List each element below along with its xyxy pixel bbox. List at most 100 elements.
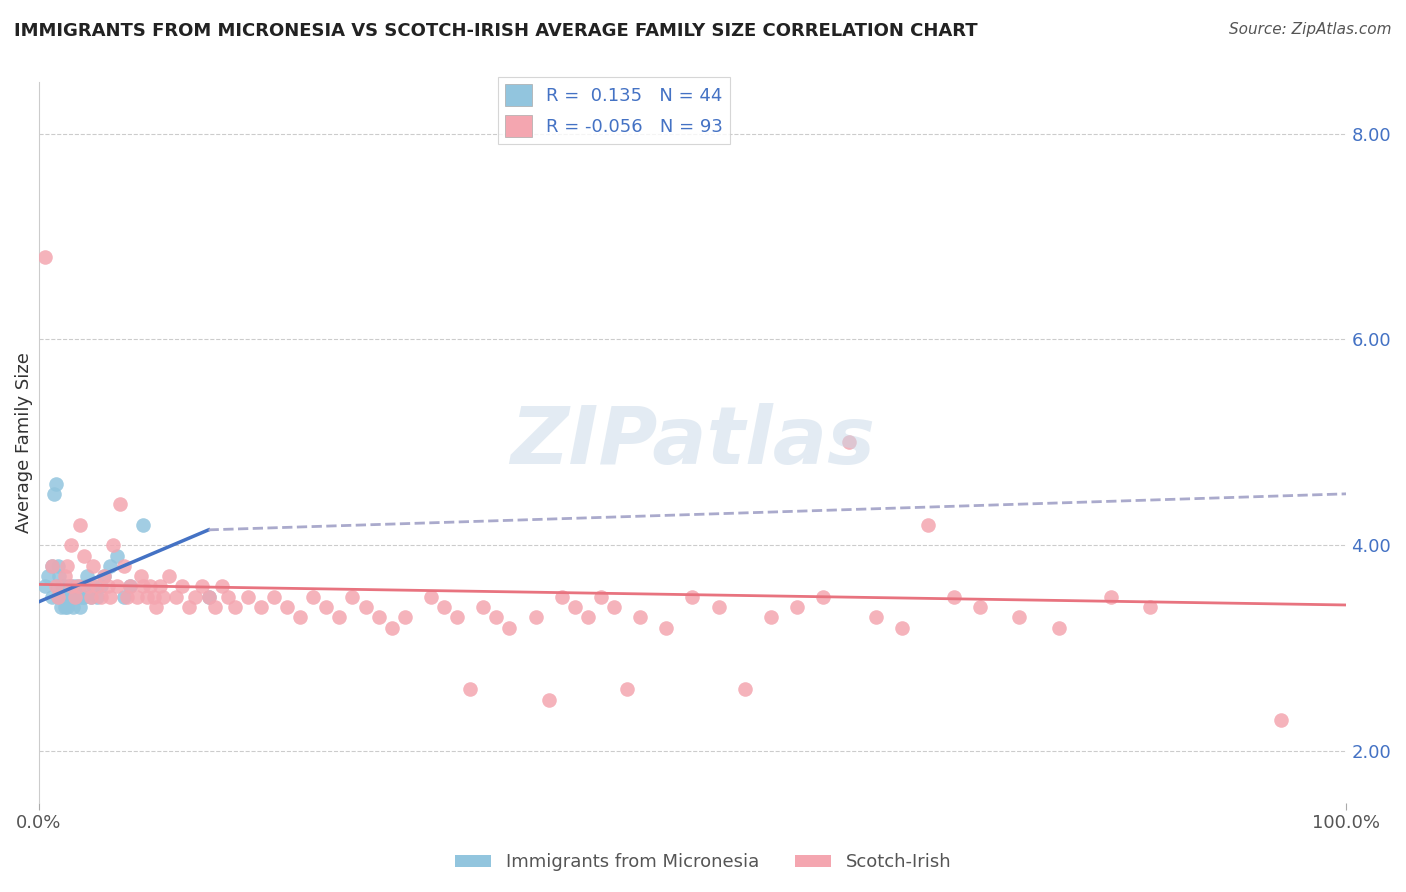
Point: [433, 600, 456, 615]
Point: [100, 590, 122, 604]
Point: [44, 487, 66, 501]
Point: [69, 517, 91, 532]
Legend: Immigrants from Micronesia, Scotch-Irish: Immigrants from Micronesia, Scotch-Irish: [447, 847, 959, 879]
Point: [589, 590, 612, 604]
Point: [142, 590, 165, 604]
Point: [86, 579, 108, 593]
Point: [204, 600, 226, 615]
Point: [101, 538, 124, 552]
Point: [63, 590, 86, 604]
Point: [66, 579, 89, 593]
Point: [197, 590, 219, 604]
Point: [82, 579, 104, 593]
Point: [49, 600, 72, 615]
Point: [41, 558, 63, 573]
Point: [838, 435, 860, 450]
Point: [217, 590, 239, 604]
Point: [250, 600, 273, 615]
Point: [100, 558, 122, 573]
Point: [381, 621, 404, 635]
Text: Source: ZipAtlas.com: Source: ZipAtlas.com: [1229, 22, 1392, 37]
Point: [865, 610, 887, 624]
Point: [66, 590, 89, 604]
Point: [82, 558, 104, 573]
Point: [136, 590, 159, 604]
Point: [786, 600, 808, 615]
Point: [152, 590, 174, 604]
Point: [458, 682, 481, 697]
Point: [315, 600, 337, 615]
Point: [682, 590, 704, 604]
Point: [46, 590, 69, 604]
Point: [129, 569, 152, 583]
Point: [60, 590, 83, 604]
Point: [108, 497, 131, 511]
Point: [59, 590, 82, 604]
Point: [80, 590, 103, 604]
Point: [58, 579, 80, 593]
Point: [93, 569, 115, 583]
Point: [498, 621, 520, 635]
Point: [367, 610, 389, 624]
Point: [60, 579, 83, 593]
Point: [56, 600, 79, 615]
Point: [73, 590, 96, 604]
Point: [1008, 610, 1031, 624]
Point: [120, 579, 142, 593]
Point: [51, 590, 73, 604]
Point: [53, 600, 76, 615]
Point: [63, 579, 86, 593]
Point: [446, 610, 468, 624]
Point: [60, 538, 83, 552]
Point: [93, 569, 115, 583]
Point: [576, 610, 599, 624]
Point: [419, 590, 441, 604]
Point: [45, 476, 67, 491]
Point: [63, 590, 86, 604]
Point: [485, 610, 508, 624]
Point: [45, 579, 67, 593]
Point: [145, 600, 167, 615]
Point: [969, 600, 991, 615]
Point: [75, 579, 97, 593]
Point: [1099, 590, 1122, 604]
Y-axis label: Average Family Size: Average Family Size: [15, 352, 32, 533]
Point: [90, 579, 112, 593]
Point: [263, 590, 285, 604]
Point: [184, 590, 207, 604]
Point: [138, 579, 160, 593]
Point: [80, 590, 103, 604]
Point: [890, 621, 912, 635]
Point: [73, 549, 96, 563]
Point: [707, 600, 730, 615]
Point: [354, 600, 377, 615]
Text: IMMIGRANTS FROM MICRONESIA VS SCOTCH-IRISH AVERAGE FAMILY SIZE CORRELATION CHART: IMMIGRANTS FROM MICRONESIA VS SCOTCH-IRI…: [14, 22, 977, 40]
Point: [288, 610, 311, 624]
Point: [97, 579, 120, 593]
Point: [655, 621, 678, 635]
Point: [51, 579, 73, 593]
Point: [1270, 713, 1292, 727]
Point: [276, 600, 298, 615]
Point: [41, 590, 63, 604]
Point: [34, 250, 56, 264]
Point: [165, 590, 187, 604]
Point: [236, 590, 259, 604]
Point: [550, 590, 572, 604]
Point: [69, 600, 91, 615]
Point: [125, 590, 148, 604]
Point: [616, 682, 638, 697]
Point: [537, 692, 560, 706]
Point: [191, 579, 214, 593]
Point: [211, 579, 233, 593]
Point: [1047, 621, 1070, 635]
Point: [1139, 600, 1161, 615]
Point: [943, 590, 966, 604]
Point: [197, 590, 219, 604]
Point: [53, 579, 76, 593]
Point: [34, 579, 56, 593]
Text: ZIPatlas: ZIPatlas: [510, 403, 875, 482]
Point: [342, 590, 364, 604]
Point: [328, 610, 350, 624]
Point: [105, 549, 128, 563]
